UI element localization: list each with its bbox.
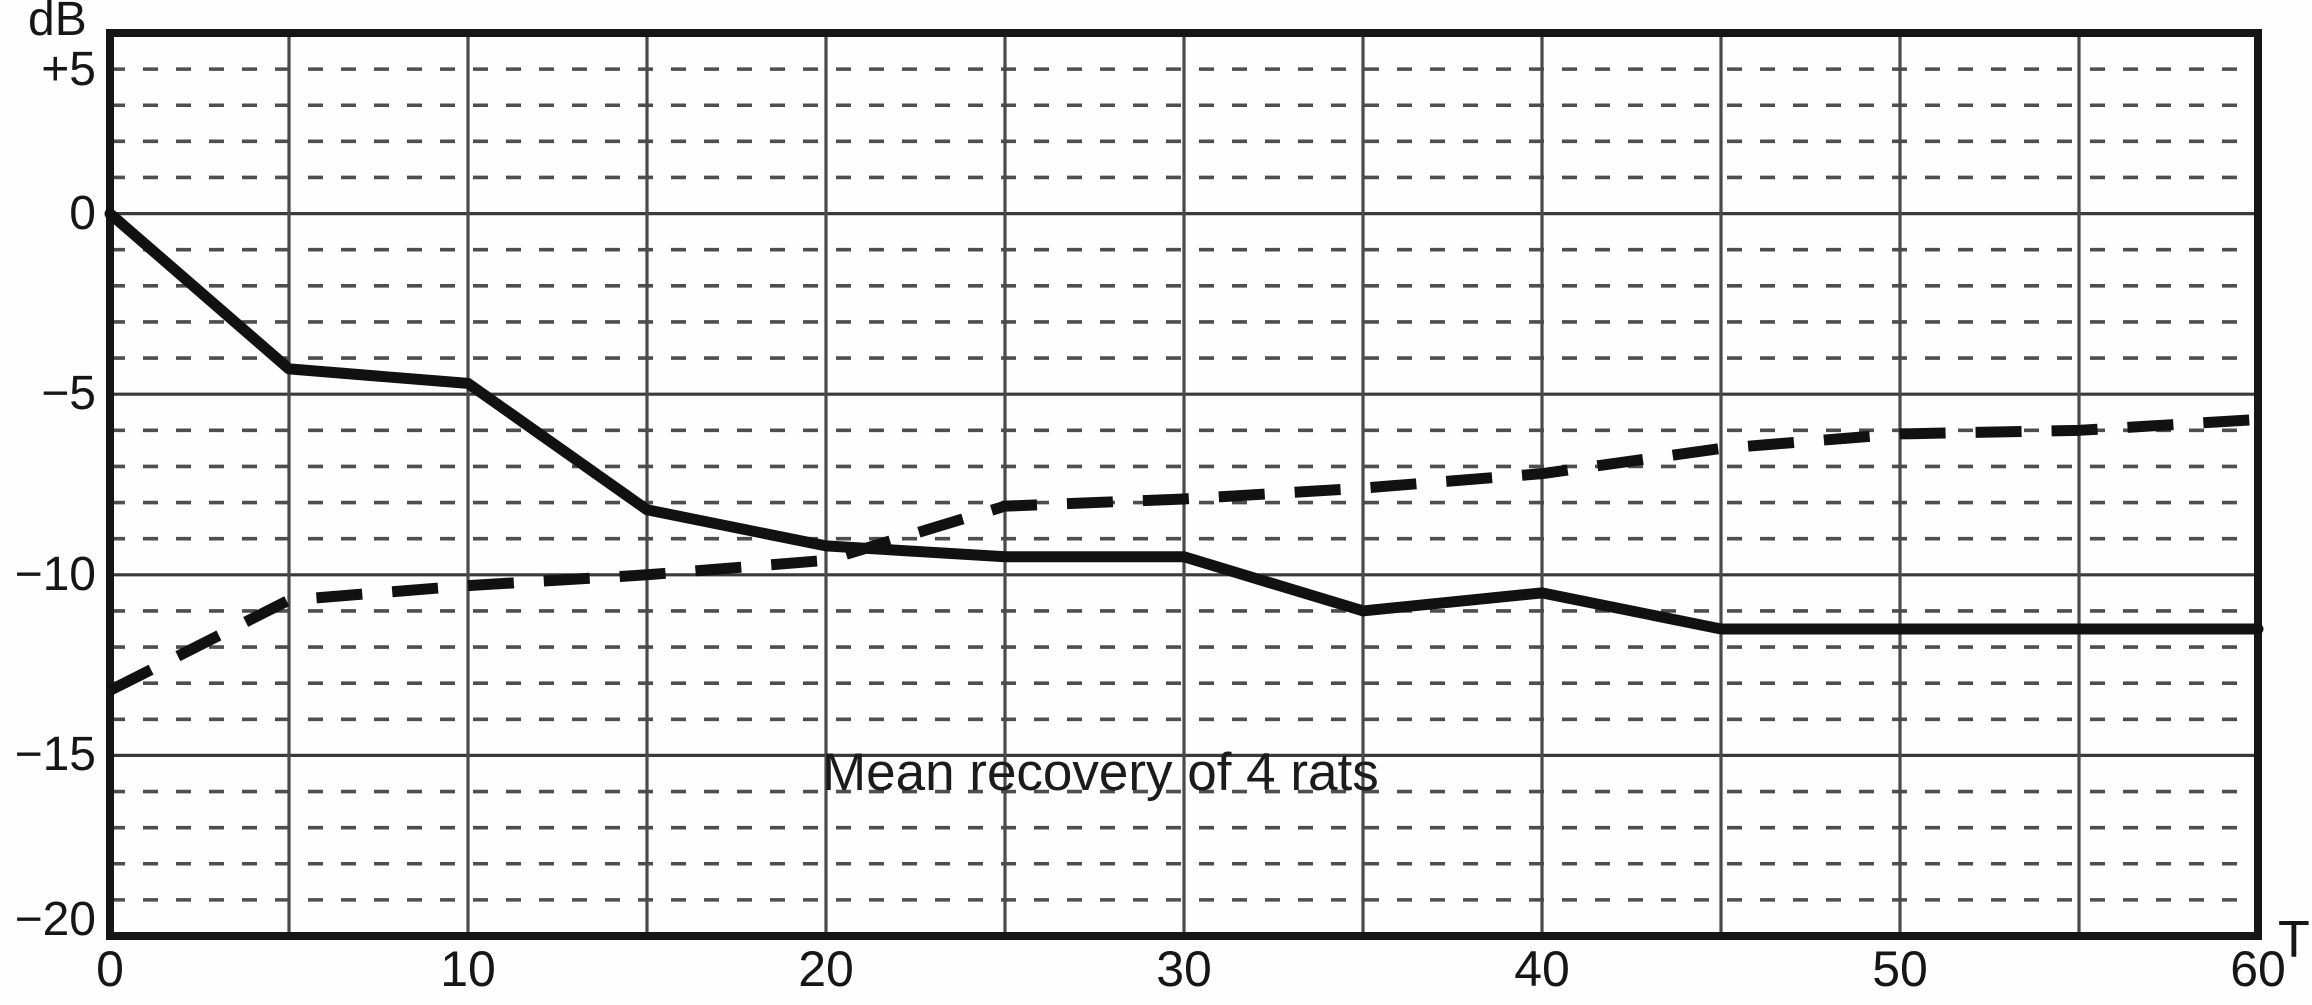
chart-annotation: Mean recovery of 4 rats [822, 743, 1379, 802]
y-tick-label: +5 [41, 43, 96, 96]
y-tick-label: 0 [69, 186, 96, 240]
x-tick-label: 40 [1514, 941, 1570, 997]
y-tick-label: −5 [41, 367, 96, 421]
x-tick-label: 20 [798, 941, 854, 997]
x-tick-label: 30 [1156, 941, 1212, 997]
plot-frame [106, 29, 2262, 940]
dashed-series-line [107, 413, 2259, 696]
y-tick-label: −10 [14, 547, 96, 601]
x-tick-label: 10 [440, 941, 496, 997]
y-axis-unit-label: dB [28, 0, 87, 46]
y-tick-label: −15 [14, 728, 96, 782]
x-axis-unit-label: T [2278, 911, 2310, 969]
x-tick-label: 50 [1872, 941, 1928, 997]
x-tick-label: 0 [96, 941, 124, 997]
solid-series-line [104, 208, 2264, 635]
x-tick-label: 60 [2230, 941, 2286, 997]
y-tick-label: −20 [14, 893, 96, 946]
